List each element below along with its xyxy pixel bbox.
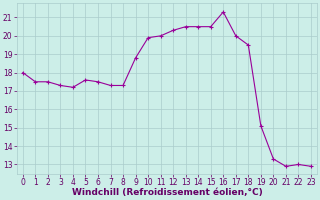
X-axis label: Windchill (Refroidissement éolien,°C): Windchill (Refroidissement éolien,°C) bbox=[72, 188, 262, 197]
